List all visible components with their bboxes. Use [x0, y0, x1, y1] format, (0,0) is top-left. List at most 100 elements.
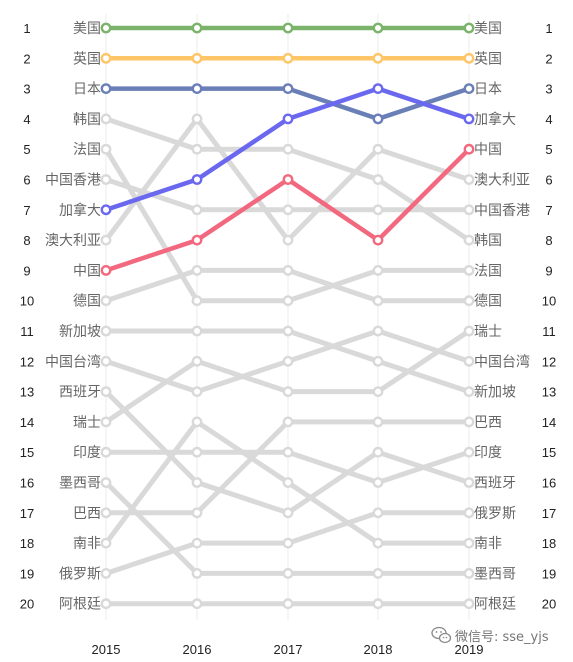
data-point [282, 83, 294, 95]
series-label-right: 德国 [474, 294, 502, 310]
rank-label-right: 11 [542, 324, 556, 339]
data-point [191, 22, 203, 34]
series-label-right: 南非 [474, 536, 502, 552]
data-point [100, 295, 112, 307]
series-14 [100, 446, 475, 488]
data-point [282, 143, 294, 155]
data-point [463, 234, 475, 246]
data-point [191, 537, 203, 549]
data-point [282, 52, 294, 64]
data-point [282, 113, 294, 125]
rank-label-right: 3 [545, 82, 552, 97]
series-label-left: 中国香港 [45, 173, 101, 189]
data-point [191, 113, 203, 125]
rank-label-right: 2 [545, 51, 552, 66]
data-point [463, 143, 475, 155]
data-point [372, 174, 384, 185]
data-point [282, 22, 294, 34]
rank-label-right: 8 [545, 233, 552, 248]
data-point [463, 446, 475, 458]
data-point [372, 234, 384, 246]
series-label-left: 中国 [73, 263, 101, 279]
data-point [372, 568, 384, 579]
series-8 [100, 113, 475, 246]
series-label-right: 瑞士 [474, 324, 502, 340]
data-point [100, 507, 112, 519]
rank-label-right: 13 [542, 385, 556, 400]
rank-label-left: 16 [20, 476, 34, 491]
data-point [100, 416, 112, 428]
series-label-left: 英国 [73, 50, 101, 67]
series-label-left: 印度 [73, 445, 101, 461]
series-label-right: 澳大利亚 [474, 173, 530, 189]
data-point [282, 295, 294, 307]
data-point [100, 477, 112, 488]
data-point [100, 386, 112, 397]
data-point [372, 477, 384, 488]
rank-label-left: 7 [23, 203, 30, 218]
data-point [282, 355, 294, 367]
x-tick-label: 2019 [455, 642, 484, 657]
series-15 [100, 477, 475, 579]
data-point [463, 22, 475, 34]
data-point [372, 83, 384, 95]
series-label-right: 韩国 [474, 233, 502, 249]
data-point [191, 264, 203, 276]
rank-label-right: 15 [542, 445, 556, 460]
series-label-left: 日本 [73, 82, 101, 98]
data-point [100, 325, 112, 337]
series-label-right: 墨西哥 [474, 566, 516, 582]
rank-label-right: 16 [542, 476, 556, 491]
series-label-left: 俄罗斯 [59, 566, 101, 582]
series-label-right: 日本 [474, 82, 502, 98]
series-2 [100, 83, 475, 125]
rank-label-right: 1 [545, 21, 552, 36]
rank-label-right: 4 [545, 112, 552, 127]
data-point [191, 83, 203, 95]
data-point [191, 416, 203, 428]
series-4 [100, 143, 475, 276]
rank-label-left: 13 [20, 385, 34, 400]
data-point [463, 598, 475, 610]
data-point [463, 477, 475, 488]
rank-label-right: 18 [542, 536, 556, 551]
data-point [191, 143, 203, 155]
rank-label-left: 14 [20, 415, 34, 430]
series-label-left: 阿根廷 [59, 597, 101, 613]
series-19 [100, 598, 475, 610]
series-13 [100, 325, 475, 428]
data-point [372, 446, 384, 458]
data-point [191, 295, 203, 307]
data-point [100, 355, 112, 367]
series-label-right: 英国 [474, 50, 502, 67]
data-point [372, 507, 384, 519]
data-point [100, 264, 112, 276]
rank-label-left: 4 [23, 112, 30, 127]
data-point [282, 507, 294, 519]
data-point [191, 598, 203, 610]
data-point [372, 386, 384, 397]
rank-label-left: 3 [23, 82, 30, 97]
watermark-text: 微信号: sse_yjs [455, 630, 549, 645]
rank-label-right: 14 [542, 415, 556, 430]
data-point [372, 325, 384, 337]
data-point [463, 355, 475, 367]
series-label-left: 西班牙 [59, 385, 101, 401]
data-point [372, 143, 384, 155]
data-point [191, 204, 203, 216]
data-point [282, 174, 294, 185]
data-point [372, 22, 384, 34]
data-point [100, 83, 112, 95]
data-point [100, 204, 112, 216]
rank-label-left: 19 [20, 566, 34, 581]
series-label-left: 新加坡 [59, 324, 101, 340]
series-label-left: 加拿大 [59, 202, 101, 219]
rank-label-right: 20 [542, 597, 556, 612]
data-point [282, 537, 294, 549]
data-point [372, 416, 384, 428]
data-point [282, 234, 294, 246]
data-point [463, 295, 475, 307]
